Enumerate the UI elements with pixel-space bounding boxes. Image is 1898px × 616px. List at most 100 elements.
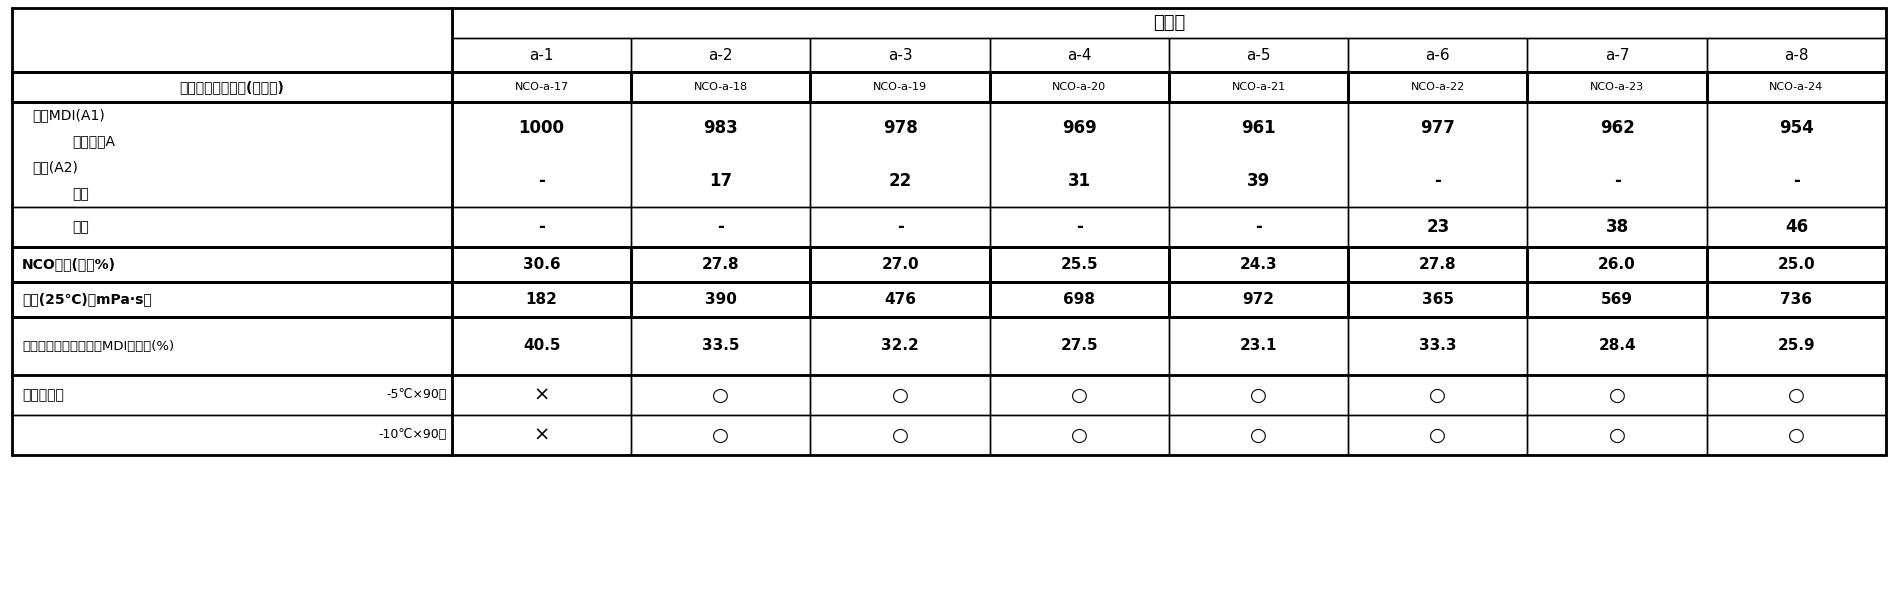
- Text: 182: 182: [526, 292, 558, 307]
- Bar: [452, 375, 632, 415]
- Text: 17: 17: [710, 172, 733, 190]
- Text: 异氰酸酯A: 异氰酸酯A: [72, 134, 116, 148]
- Bar: [11, 317, 452, 375]
- Text: -: -: [1435, 172, 1441, 190]
- Text: 粘度(25℃)（mPa·s）: 粘度(25℃)（mPa·s）: [23, 293, 152, 307]
- Bar: [452, 8, 1887, 38]
- Text: 978: 978: [883, 120, 917, 137]
- Text: ○: ○: [1251, 386, 1268, 405]
- Text: NCO-a-21: NCO-a-21: [1232, 82, 1285, 92]
- Bar: [1169, 317, 1348, 375]
- Text: a-8: a-8: [1784, 47, 1809, 62]
- Text: a-3: a-3: [888, 47, 913, 62]
- Text: 698: 698: [1063, 292, 1095, 307]
- Text: ○: ○: [1788, 386, 1805, 405]
- Text: 40.5: 40.5: [522, 339, 560, 354]
- Bar: [1528, 72, 1706, 102]
- Text: 25.0: 25.0: [1778, 257, 1814, 272]
- Text: ○: ○: [1610, 386, 1625, 405]
- Text: 聚合MDI(A1): 聚合MDI(A1): [32, 108, 104, 122]
- Bar: [1348, 38, 1528, 72]
- Text: ○: ○: [1070, 426, 1088, 445]
- Bar: [989, 247, 1169, 282]
- Text: ○: ○: [712, 426, 729, 445]
- Bar: [1528, 317, 1706, 375]
- Bar: [11, 375, 452, 415]
- Bar: [1528, 375, 1706, 415]
- Text: 30.6: 30.6: [522, 257, 560, 272]
- Bar: [1528, 102, 1706, 207]
- Text: 比较例: 比较例: [1152, 14, 1184, 32]
- Text: 22: 22: [888, 172, 911, 190]
- Bar: [810, 282, 989, 317]
- Bar: [1348, 375, 1528, 415]
- Text: a-5: a-5: [1247, 47, 1272, 62]
- Bar: [452, 38, 632, 72]
- Bar: [452, 72, 632, 102]
- Bar: [632, 38, 810, 72]
- Bar: [989, 317, 1169, 375]
- Bar: [989, 102, 1169, 207]
- Text: ×: ×: [533, 426, 550, 445]
- Text: 983: 983: [704, 120, 738, 137]
- Text: NCO-a-24: NCO-a-24: [1769, 82, 1824, 92]
- Bar: [1706, 102, 1887, 207]
- Text: 476: 476: [884, 292, 917, 307]
- Bar: [632, 415, 810, 455]
- Text: a-6: a-6: [1425, 47, 1450, 62]
- Bar: [1706, 375, 1887, 415]
- Bar: [1528, 415, 1706, 455]
- Text: 27.8: 27.8: [702, 257, 740, 272]
- Bar: [1706, 38, 1887, 72]
- Bar: [11, 102, 452, 207]
- Bar: [1348, 282, 1528, 317]
- Text: 39: 39: [1247, 172, 1270, 190]
- Text: 33.5: 33.5: [702, 339, 740, 354]
- Bar: [1348, 72, 1528, 102]
- Text: 储存稳定性: 储存稳定性: [23, 388, 65, 402]
- Bar: [1528, 207, 1706, 247]
- Bar: [1528, 38, 1706, 72]
- Bar: [452, 282, 632, 317]
- Bar: [810, 247, 989, 282]
- Text: 25.9: 25.9: [1778, 339, 1814, 354]
- Text: NCO-a-23: NCO-a-23: [1591, 82, 1644, 92]
- Bar: [11, 415, 452, 455]
- Text: -: -: [1076, 218, 1084, 236]
- Bar: [452, 415, 632, 455]
- Bar: [1348, 317, 1528, 375]
- Text: NCO-a-22: NCO-a-22: [1410, 82, 1465, 92]
- Bar: [1706, 207, 1887, 247]
- Text: ○: ○: [892, 386, 909, 405]
- Text: 46: 46: [1784, 218, 1809, 236]
- Bar: [1706, 247, 1887, 282]
- Text: 1000: 1000: [518, 120, 564, 137]
- Text: -: -: [1255, 218, 1262, 236]
- Text: 390: 390: [704, 292, 736, 307]
- Text: NCO-a-20: NCO-a-20: [1051, 82, 1107, 92]
- Bar: [989, 207, 1169, 247]
- Text: 多异氰酸酯组合物中的MDI的比例(%): 多异氰酸酯组合物中的MDI的比例(%): [23, 339, 175, 352]
- Text: -: -: [539, 218, 545, 236]
- Bar: [1169, 102, 1348, 207]
- Text: 28.4: 28.4: [1598, 339, 1636, 354]
- Text: NCO-a-19: NCO-a-19: [873, 82, 928, 92]
- Bar: [1169, 375, 1348, 415]
- Text: 甲醇: 甲醇: [72, 187, 89, 201]
- Text: -10℃×90天: -10℃×90天: [380, 429, 448, 442]
- Text: ○: ○: [1429, 426, 1446, 445]
- Text: NCO-a-18: NCO-a-18: [695, 82, 748, 92]
- Bar: [452, 102, 632, 207]
- Bar: [1169, 72, 1348, 102]
- Text: -: -: [896, 218, 903, 236]
- Bar: [632, 282, 810, 317]
- Text: 醇类(A2): 醇类(A2): [32, 161, 78, 174]
- Text: -: -: [1613, 172, 1621, 190]
- Text: 24.3: 24.3: [1239, 257, 1277, 272]
- Text: a-2: a-2: [708, 47, 733, 62]
- Bar: [1348, 247, 1528, 282]
- Text: ○: ○: [1610, 426, 1625, 445]
- Bar: [1169, 38, 1348, 72]
- Text: ○: ○: [1070, 386, 1088, 405]
- Bar: [1169, 207, 1348, 247]
